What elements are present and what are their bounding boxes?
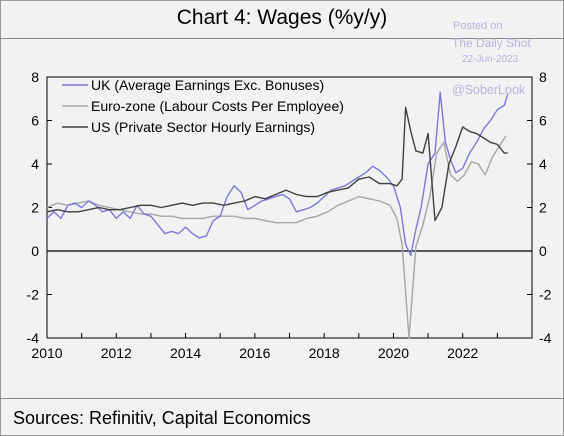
y-tick-label-right: 0 (539, 243, 547, 259)
legend: UK (Average Earnings Exc. Bonuses) Euro-z… (62, 77, 344, 135)
watermark-site: The Daily Shot (452, 36, 531, 50)
legend-label-us: US (Private Sector Hourly Earnings) (91, 119, 315, 135)
y-tick-label-left: 6 (31, 113, 39, 129)
legend-label-ez: Euro-zone (Labour Costs Per Employee) (91, 98, 344, 114)
series-line-ez (46, 135, 507, 339)
x-tick-label: 2014 (170, 345, 201, 361)
x-tick-label: 2010 (31, 345, 62, 361)
title-divider (0, 38, 564, 39)
y-tick-label-right: 2 (539, 200, 547, 216)
y-tick-label-left: 4 (31, 156, 39, 172)
chart-title: Chart 4: Wages (%y/y) (176, 6, 388, 29)
y-tick-label-left: 0 (31, 243, 39, 259)
series-line-uk (46, 91, 509, 257)
series-lines (46, 91, 509, 339)
y-tick-label-left: 2 (31, 200, 39, 216)
watermark-posted: Posted on (453, 20, 503, 32)
plot-area-border (46, 76, 533, 339)
x-tick-label: 2018 (309, 345, 340, 361)
series-line-us (46, 106, 508, 222)
y-tick-label-right: -4 (539, 330, 552, 346)
x-tick-label: 2016 (239, 345, 270, 361)
y-tick-label-right: 4 (539, 156, 547, 172)
y-tick-label-right: 6 (539, 113, 547, 129)
x-tick-label: 2012 (101, 345, 132, 361)
y-tick-label-left: -2 (27, 287, 40, 303)
y-tick-label-right: 8 (539, 69, 547, 85)
axes: -4 -4 -2 -2 0 0 2 2 4 4 6 6 8 8 2010 2012 2014 2016 2018 20… (27, 69, 552, 361)
y-tick-label-right: -2 (539, 287, 552, 303)
watermark-handle: @SoberLook (452, 83, 526, 97)
source-note: Sources: Refinitiv, Capital Economics (13, 408, 311, 428)
x-tick-label: 2022 (447, 345, 478, 361)
legend-label-uk: UK (Average Earnings Exc. Bonuses) (91, 77, 324, 93)
y-tick-label-left: 8 (31, 69, 39, 85)
y-tick-label-left: -4 (27, 330, 40, 346)
footer-divider (0, 398, 564, 399)
x-tick-label: 2020 (378, 345, 409, 361)
watermark-date: 22-Jun-2023 (462, 54, 519, 65)
